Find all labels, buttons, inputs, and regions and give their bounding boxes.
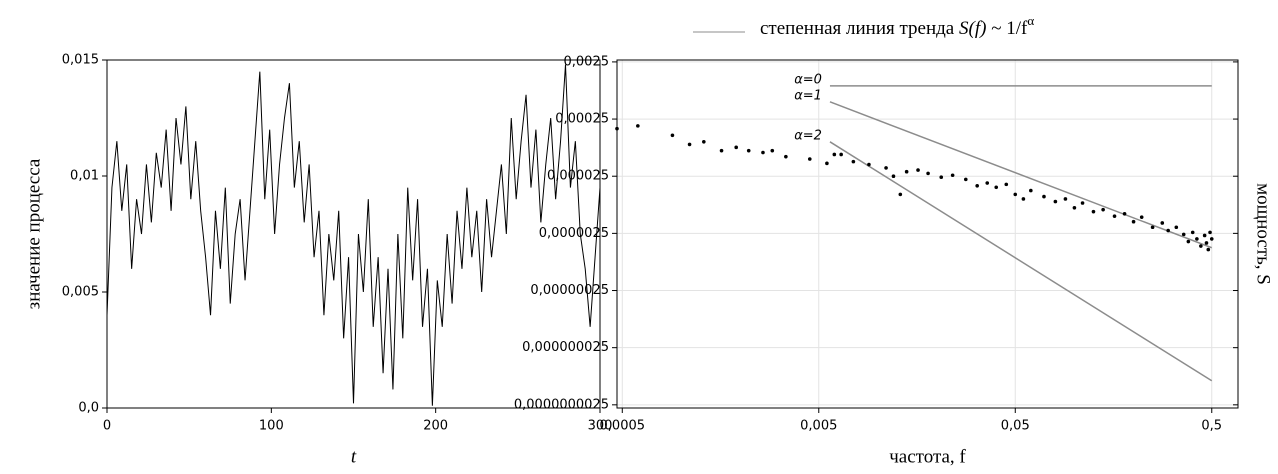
data-point <box>1072 206 1077 210</box>
data-point <box>719 148 724 153</box>
data-point <box>636 124 640 128</box>
data-point <box>963 177 968 182</box>
y-tick-label: 0,000025 <box>547 169 609 184</box>
data-point <box>916 168 920 172</box>
y-tick-label: 0,0000025 <box>539 226 609 241</box>
data-point <box>1195 237 1199 241</box>
data-point <box>1021 197 1026 201</box>
data-point <box>1209 237 1214 241</box>
data-point <box>807 157 812 161</box>
data-point <box>1053 199 1058 204</box>
trend-line <box>829 141 1213 382</box>
y-axis-label: значение процесса <box>23 158 44 309</box>
data-point <box>1166 228 1170 233</box>
x-axis-label: t <box>351 446 357 467</box>
data-point <box>1199 244 1203 248</box>
data-point <box>1204 241 1209 245</box>
x-tick-label: 0,0005 <box>600 419 646 434</box>
y-axis-label: мощность, S <box>1253 183 1274 285</box>
data-point <box>1208 230 1212 235</box>
x-tick-label: 300 <box>588 419 613 434</box>
data-point <box>832 152 837 157</box>
data-point <box>1150 225 1155 230</box>
data-point <box>761 150 765 155</box>
data-point <box>884 166 888 170</box>
y-tick-label: 0,005 <box>62 285 99 300</box>
data-point <box>1042 194 1046 199</box>
x-tick-label: 0 <box>103 419 111 434</box>
trend-line <box>829 101 1213 249</box>
legend-text: степенная линия тренда <box>760 18 959 39</box>
data-point <box>1101 207 1105 212</box>
plot-frame <box>106 59 601 409</box>
data-point <box>1122 211 1127 216</box>
x-axis-label: частота, f <box>889 446 966 467</box>
legend-exponent: α <box>1027 13 1034 28</box>
y-tick-label: 0,0 <box>78 401 99 416</box>
data-point <box>851 159 856 164</box>
data-point <box>746 148 751 153</box>
legend-label: степенная линия тренда S(f) ~ 1/fα <box>760 13 1034 39</box>
data-point <box>1139 215 1144 219</box>
data-point <box>1190 230 1195 235</box>
y-tick-label: 0,000000025 <box>522 340 609 355</box>
data-point <box>891 174 896 179</box>
x-tick-label: 0,5 <box>1201 419 1222 434</box>
data-point <box>1004 182 1009 187</box>
legend-lhs: S(f) <box>959 18 986 39</box>
plot-frame <box>616 59 1239 409</box>
data-point <box>687 142 692 147</box>
data-point <box>734 145 739 150</box>
data-point <box>898 192 903 197</box>
data-point <box>702 140 706 144</box>
data-point <box>950 173 955 178</box>
y-tick-label: 0,00000025 <box>530 283 609 298</box>
data-point <box>839 152 843 157</box>
y-tick-label: 0,00025 <box>555 112 609 127</box>
data-point <box>867 162 871 167</box>
y-tick-label: 0,0025 <box>564 54 610 69</box>
data-point <box>1186 239 1191 244</box>
data-point <box>1160 221 1165 225</box>
x-tick-label: 100 <box>259 419 284 434</box>
data-point <box>1029 188 1033 193</box>
data-point <box>1013 192 1018 197</box>
data-point <box>1063 197 1068 201</box>
trend-label: α=0 <box>794 72 822 87</box>
x-tick-label: 200 <box>423 419 448 434</box>
x-tick-label: 0,05 <box>1001 419 1030 434</box>
data-point <box>1080 201 1085 205</box>
data-point <box>1206 247 1211 252</box>
data-point <box>615 126 619 131</box>
data-line <box>106 64 601 406</box>
legend-rhs: ~ 1/f <box>986 18 1028 39</box>
data-point <box>994 185 999 190</box>
data-point <box>784 154 788 159</box>
trend-label: α=2 <box>794 128 822 143</box>
data-point <box>825 161 829 166</box>
data-point <box>985 181 990 185</box>
data-point <box>670 133 675 138</box>
trend-label: α=1 <box>794 88 822 103</box>
x-tick-label: 0,005 <box>800 419 837 434</box>
data-point <box>770 148 775 153</box>
y-tick-label: 0,0000000025 <box>514 397 609 412</box>
data-point <box>1112 214 1117 218</box>
data-point <box>1131 219 1136 224</box>
data-point <box>1202 233 1207 238</box>
y-tick-label: 0,01 <box>70 169 99 184</box>
data-point <box>904 169 909 174</box>
data-point <box>1174 225 1179 230</box>
y-tick-label: 0,015 <box>62 53 99 68</box>
data-point <box>939 175 944 180</box>
data-point <box>975 183 979 188</box>
data-point <box>926 171 930 176</box>
data-point <box>1181 232 1186 237</box>
data-point <box>1091 209 1096 214</box>
